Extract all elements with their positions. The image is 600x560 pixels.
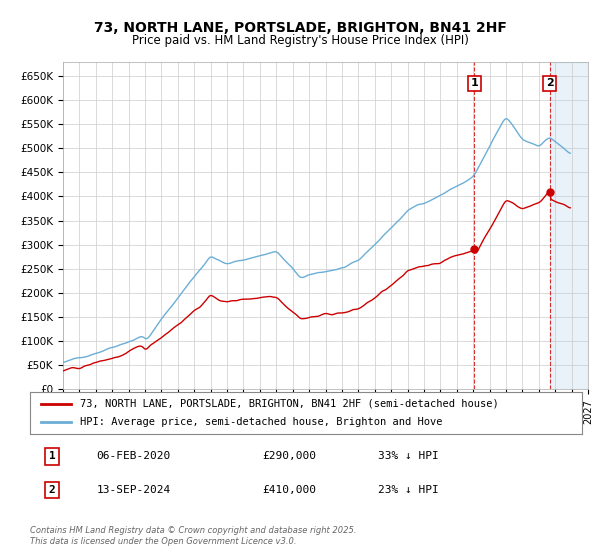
Text: 13-SEP-2024: 13-SEP-2024 <box>96 485 170 495</box>
Text: 06-FEB-2020: 06-FEB-2020 <box>96 451 170 461</box>
Text: 2: 2 <box>546 78 554 88</box>
Text: £410,000: £410,000 <box>262 485 316 495</box>
Text: 23% ↓ HPI: 23% ↓ HPI <box>378 485 439 495</box>
Text: Price paid vs. HM Land Registry's House Price Index (HPI): Price paid vs. HM Land Registry's House … <box>131 34 469 46</box>
Text: 1: 1 <box>49 451 55 461</box>
Text: Contains HM Land Registry data © Crown copyright and database right 2025.
This d: Contains HM Land Registry data © Crown c… <box>30 526 356 546</box>
Text: 1: 1 <box>470 78 478 88</box>
Text: HPI: Average price, semi-detached house, Brighton and Hove: HPI: Average price, semi-detached house,… <box>80 417 442 427</box>
Bar <box>550 62 588 389</box>
Text: 73, NORTH LANE, PORTSLADE, BRIGHTON, BN41 2HF (semi-detached house): 73, NORTH LANE, PORTSLADE, BRIGHTON, BN4… <box>80 399 499 409</box>
Text: 73, NORTH LANE, PORTSLADE, BRIGHTON, BN41 2HF: 73, NORTH LANE, PORTSLADE, BRIGHTON, BN4… <box>94 21 506 35</box>
Text: 2: 2 <box>49 485 55 495</box>
Text: £290,000: £290,000 <box>262 451 316 461</box>
Text: 33% ↓ HPI: 33% ↓ HPI <box>378 451 439 461</box>
